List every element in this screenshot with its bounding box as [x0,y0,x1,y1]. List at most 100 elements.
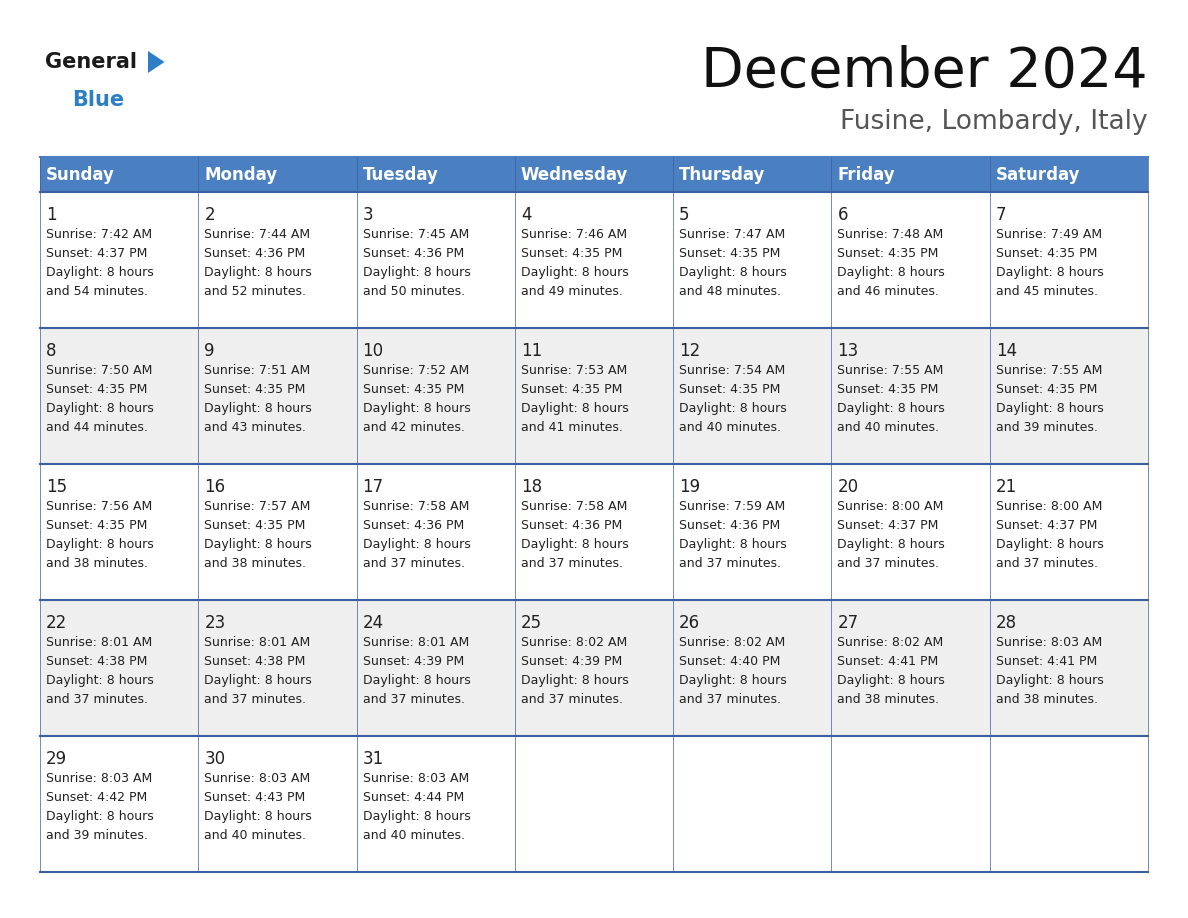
Text: and 37 minutes.: and 37 minutes. [362,693,465,706]
Text: and 37 minutes.: and 37 minutes. [362,557,465,570]
Text: Daylight: 8 hours: Daylight: 8 hours [362,538,470,551]
Text: Sunrise: 8:02 AM: Sunrise: 8:02 AM [680,636,785,649]
Text: Sunrise: 7:58 AM: Sunrise: 7:58 AM [520,500,627,513]
Text: Daylight: 8 hours: Daylight: 8 hours [996,402,1104,415]
Bar [514,192,674,328]
Bar [832,736,990,872]
Text: 17: 17 [362,478,384,496]
Text: Sunset: 4:37 PM: Sunset: 4:37 PM [996,519,1097,532]
Text: Sunrise: 7:45 AM: Sunrise: 7:45 AM [362,228,469,241]
Text: Wednesday: Wednesday [520,165,628,184]
Text: Sunrise: 7:54 AM: Sunrise: 7:54 AM [680,364,785,377]
Text: and 41 minutes.: and 41 minutes. [520,421,623,434]
Bar [198,328,356,464]
Text: Sunset: 4:35 PM: Sunset: 4:35 PM [838,383,939,396]
Text: 12: 12 [680,342,701,360]
Text: Sunset: 4:42 PM: Sunset: 4:42 PM [46,791,147,804]
Bar [40,736,198,872]
Text: Daylight: 8 hours: Daylight: 8 hours [204,810,312,823]
Text: Sunset: 4:35 PM: Sunset: 4:35 PM [996,383,1097,396]
Text: Daylight: 8 hours: Daylight: 8 hours [520,538,628,551]
Bar [832,600,990,736]
Text: Sunset: 4:35 PM: Sunset: 4:35 PM [680,247,781,260]
Text: Sunrise: 7:59 AM: Sunrise: 7:59 AM [680,500,785,513]
Text: Sunrise: 8:03 AM: Sunrise: 8:03 AM [204,772,310,785]
Text: Sunrise: 7:58 AM: Sunrise: 7:58 AM [362,500,469,513]
Text: 29: 29 [46,750,68,768]
Text: Daylight: 8 hours: Daylight: 8 hours [46,266,153,279]
Text: 21: 21 [996,478,1017,496]
Text: Daylight: 8 hours: Daylight: 8 hours [204,266,312,279]
Bar [356,192,514,328]
Text: Sunrise: 7:56 AM: Sunrise: 7:56 AM [46,500,152,513]
Bar [832,464,990,600]
Bar [674,600,832,736]
Text: 11: 11 [520,342,542,360]
Text: Sunset: 4:37 PM: Sunset: 4:37 PM [46,247,147,260]
Text: Daylight: 8 hours: Daylight: 8 hours [680,266,786,279]
Text: 5: 5 [680,206,690,224]
Text: Sunrise: 7:55 AM: Sunrise: 7:55 AM [996,364,1102,377]
Text: Sunset: 4:43 PM: Sunset: 4:43 PM [204,791,305,804]
Text: Sunset: 4:41 PM: Sunset: 4:41 PM [838,655,939,668]
Bar [198,600,356,736]
Text: and 38 minutes.: and 38 minutes. [996,693,1098,706]
Bar [990,192,1148,328]
Bar [356,736,514,872]
Text: Sunrise: 7:50 AM: Sunrise: 7:50 AM [46,364,152,377]
Bar [356,328,514,464]
Text: 27: 27 [838,614,859,632]
Bar [674,192,832,328]
Text: and 43 minutes.: and 43 minutes. [204,421,307,434]
Text: Sunset: 4:36 PM: Sunset: 4:36 PM [204,247,305,260]
Text: 26: 26 [680,614,700,632]
Bar [514,464,674,600]
Text: Sunset: 4:36 PM: Sunset: 4:36 PM [362,247,463,260]
Text: Daylight: 8 hours: Daylight: 8 hours [520,402,628,415]
Text: and 37 minutes.: and 37 minutes. [520,557,623,570]
Text: Sunset: 4:35 PM: Sunset: 4:35 PM [46,383,147,396]
Text: Daylight: 8 hours: Daylight: 8 hours [838,538,946,551]
Bar [674,464,832,600]
Text: Saturday: Saturday [996,165,1080,184]
Text: Daylight: 8 hours: Daylight: 8 hours [46,538,153,551]
Text: Sunrise: 8:02 AM: Sunrise: 8:02 AM [520,636,627,649]
Text: Daylight: 8 hours: Daylight: 8 hours [204,674,312,687]
Text: and 44 minutes.: and 44 minutes. [46,421,147,434]
Text: and 37 minutes.: and 37 minutes. [838,557,940,570]
Text: 19: 19 [680,478,700,496]
Text: Sunset: 4:44 PM: Sunset: 4:44 PM [362,791,463,804]
Text: 4: 4 [520,206,531,224]
Text: Sunrise: 7:42 AM: Sunrise: 7:42 AM [46,228,152,241]
Text: Sunrise: 8:03 AM: Sunrise: 8:03 AM [46,772,152,785]
Text: Sunrise: 8:00 AM: Sunrise: 8:00 AM [996,500,1102,513]
Text: Sunrise: 7:55 AM: Sunrise: 7:55 AM [838,364,943,377]
Text: and 37 minutes.: and 37 minutes. [996,557,1098,570]
Text: Daylight: 8 hours: Daylight: 8 hours [362,266,470,279]
Text: 23: 23 [204,614,226,632]
Text: Sunset: 4:40 PM: Sunset: 4:40 PM [680,655,781,668]
Text: Daylight: 8 hours: Daylight: 8 hours [520,674,628,687]
Text: 16: 16 [204,478,226,496]
Text: Sunrise: 7:52 AM: Sunrise: 7:52 AM [362,364,469,377]
Text: 22: 22 [46,614,68,632]
Text: Sunrise: 7:57 AM: Sunrise: 7:57 AM [204,500,310,513]
Text: and 40 minutes.: and 40 minutes. [204,829,307,842]
Text: and 40 minutes.: and 40 minutes. [680,421,782,434]
Text: and 52 minutes.: and 52 minutes. [204,285,307,298]
Text: Sunrise: 8:03 AM: Sunrise: 8:03 AM [362,772,469,785]
Text: Daylight: 8 hours: Daylight: 8 hours [838,674,946,687]
Text: Sunset: 4:35 PM: Sunset: 4:35 PM [996,247,1097,260]
Text: General: General [45,52,137,72]
Text: 14: 14 [996,342,1017,360]
Text: 8: 8 [46,342,57,360]
Text: Daylight: 8 hours: Daylight: 8 hours [204,402,312,415]
Text: Tuesday: Tuesday [362,165,438,184]
Text: Sunrise: 8:01 AM: Sunrise: 8:01 AM [204,636,310,649]
Bar [832,192,990,328]
Text: Sunrise: 8:01 AM: Sunrise: 8:01 AM [362,636,469,649]
Text: 25: 25 [520,614,542,632]
Text: Daylight: 8 hours: Daylight: 8 hours [996,538,1104,551]
Text: Daylight: 8 hours: Daylight: 8 hours [680,402,786,415]
Bar [40,157,1148,192]
